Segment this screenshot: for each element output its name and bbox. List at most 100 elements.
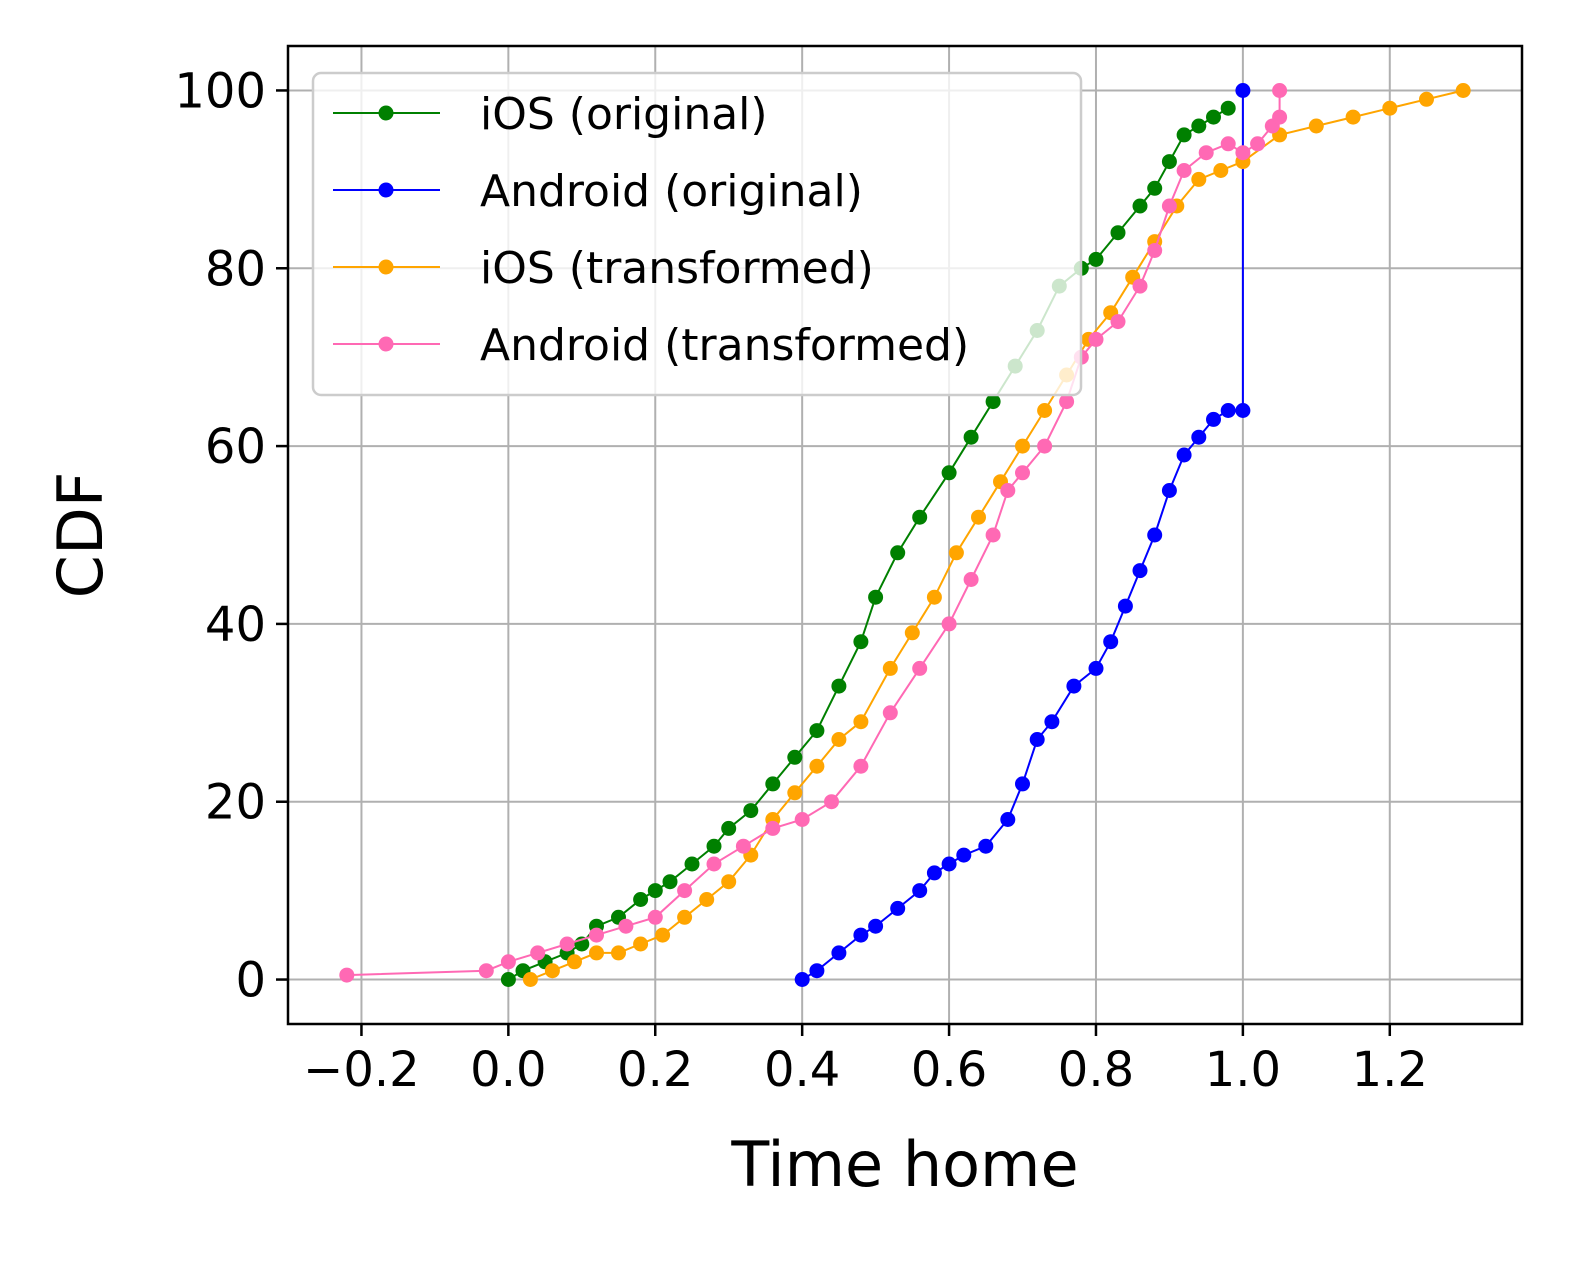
data-point [1176,163,1192,178]
data-point [1132,278,1148,294]
data-point [1213,163,1229,178]
data-point [985,527,1001,543]
data-point [794,812,810,827]
data-point [824,794,839,810]
data-point [1088,660,1104,676]
data-point [706,838,722,854]
data-point [1220,100,1236,116]
data-point [1235,403,1251,418]
data-point [1000,812,1016,827]
data-point [1147,243,1163,258]
data-point [1147,527,1163,543]
data-point [1037,438,1053,454]
data-point [1455,83,1471,98]
legend: iOS (original) Android (original) iOS (tra… [311,71,1083,397]
data-point [948,545,964,561]
data-point [706,856,722,872]
legend-label: Android (transformed) [480,320,969,371]
data-point [978,838,994,854]
data-point [831,732,847,747]
data-point [721,820,737,836]
x-tick-label: −0.2 [303,1042,420,1098]
data-point [589,945,604,961]
data-point [721,874,737,890]
data-point [912,509,928,525]
data-point [941,856,957,872]
data-point [1220,403,1236,418]
data-point [1088,251,1104,267]
data-point [559,936,575,952]
data-point [941,465,957,481]
data-point [963,572,979,587]
data-point [1272,83,1288,98]
data-point [684,856,700,872]
data-point [655,927,671,943]
data-point [1088,331,1104,347]
data-point [1206,109,1221,125]
ticks: −0.2 0.0 0.2 0.4 0.6 0.8 1.0 1.2 0 20 40 60 80 100 [174,63,1428,1098]
data-point [912,883,928,899]
data-point [1110,314,1126,330]
data-point [677,883,693,899]
data-point [882,660,898,676]
data-point [765,776,781,792]
data-point [743,803,759,819]
data-point [544,963,560,979]
data-point [1037,403,1053,418]
legend-label: iOS (transformed) [480,243,874,294]
data-point [868,918,884,934]
data-point [662,874,678,890]
data-point [794,972,810,987]
data-point [890,900,906,916]
data-point [1235,83,1251,98]
data-point [1044,714,1060,730]
data-point [868,589,884,605]
data-point [1103,634,1119,650]
series-1 [794,83,1251,987]
data-point [1419,91,1434,107]
data-point [1345,109,1361,125]
x-tick-label: 1.2 [1352,1042,1428,1098]
data-point [941,616,957,632]
data-point [647,883,663,899]
legend-marker [378,336,394,352]
data-point [500,954,516,970]
data-point [1117,598,1133,614]
data-point [956,847,972,863]
series-3 [339,83,1288,983]
data-point [831,945,847,961]
data-point [926,865,942,881]
legend-marker [378,182,394,198]
data-point [677,909,693,925]
data-point [1147,180,1163,196]
data-point [853,714,869,730]
data-point [963,429,979,445]
data-point [1161,198,1177,214]
data-point [618,918,634,934]
data-point [1015,465,1030,481]
data-point [1110,225,1126,241]
data-point [478,963,494,979]
data-point [1191,118,1207,134]
x-tick-label: 0.0 [470,1042,546,1098]
x-tick-label: 0.4 [764,1042,840,1098]
legend-marker [378,259,394,275]
legend-box [311,71,1083,397]
data-point [1015,438,1030,454]
data-point [1029,732,1045,747]
y-tick-label: 40 [205,597,266,653]
data-point [1066,678,1082,694]
data-point [787,785,803,801]
data-point [809,758,825,774]
data-point [1235,145,1251,161]
y-tick-label: 20 [205,775,266,831]
data-point [611,945,626,961]
data-point [1161,483,1177,498]
series-line [801,90,1244,981]
data-point [1191,429,1207,445]
series-layer [339,83,1471,987]
axes-frame [286,44,1524,1026]
data-point [1198,145,1214,161]
data-point [589,927,604,943]
